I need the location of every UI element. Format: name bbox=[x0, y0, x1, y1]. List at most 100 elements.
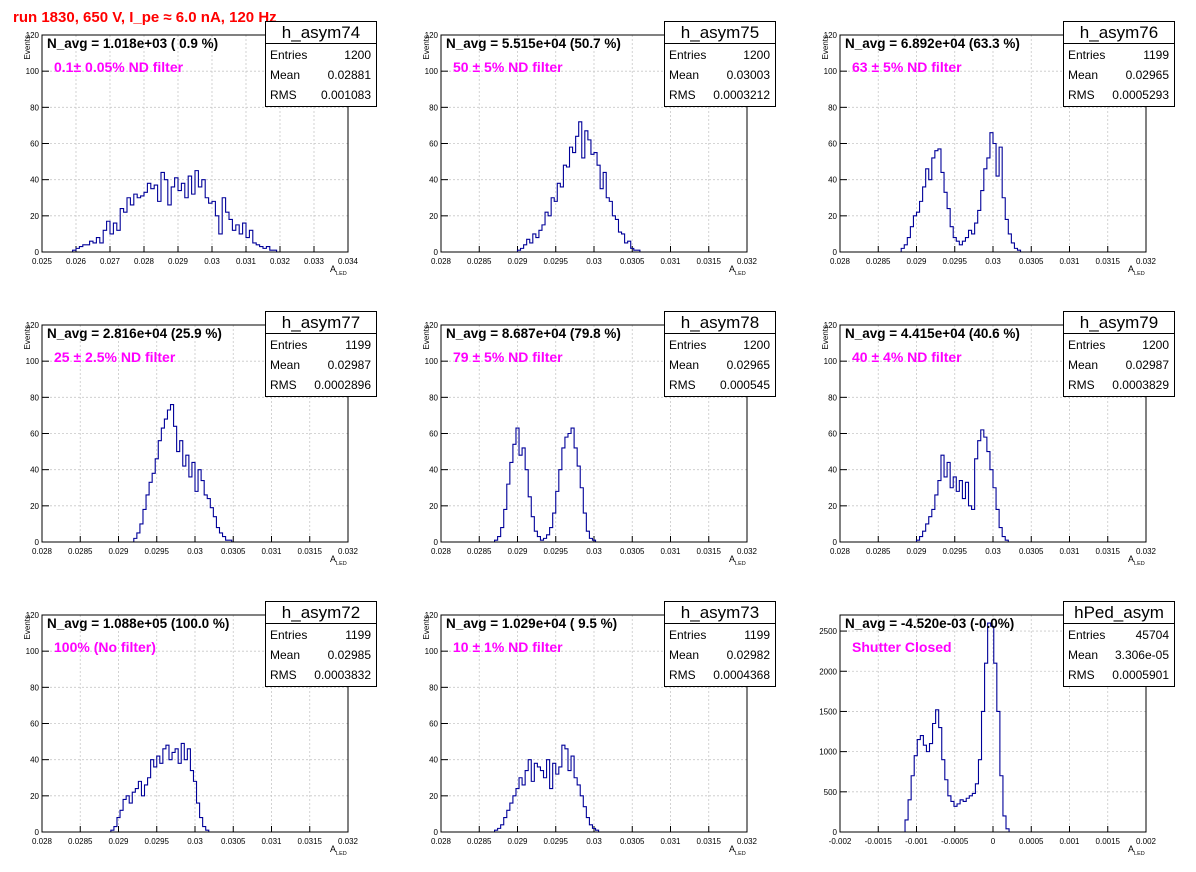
stats-key: Mean bbox=[669, 68, 700, 82]
histogram-bin bbox=[570, 147, 573, 252]
histogram-bin bbox=[929, 517, 932, 542]
histogram-panel-h_asym72: 0.028 0.0285 0.029 0.0295 0.03 0.0305 0.031 0.0… bbox=[0, 601, 377, 857]
histogram-bin bbox=[911, 776, 914, 832]
histogram-bin bbox=[547, 535, 550, 542]
histogram-bin bbox=[932, 158, 935, 252]
y-tick-label: 0 bbox=[35, 538, 40, 547]
histogram-bin bbox=[154, 767, 157, 832]
x-tick-label: 0.0305 bbox=[221, 837, 246, 846]
histogram-bin bbox=[965, 238, 968, 252]
histogram-bin bbox=[951, 801, 954, 832]
x-tick-label: 0.028 bbox=[134, 257, 155, 266]
y-axis-label: Events bbox=[422, 615, 431, 639]
histogram-bin bbox=[993, 144, 996, 253]
y-axis-label: Events bbox=[821, 35, 830, 59]
histogram-bin bbox=[975, 223, 978, 252]
stats-value: 1199 bbox=[345, 338, 371, 352]
histogram-bin bbox=[573, 153, 576, 252]
y-axis-label: Events bbox=[422, 35, 431, 59]
histogram-bin bbox=[167, 410, 170, 542]
histogram-bin bbox=[213, 517, 216, 542]
histogram-bin bbox=[132, 792, 135, 832]
histogram-bin bbox=[266, 247, 269, 252]
histogram-bin bbox=[134, 538, 137, 542]
x-axis-label: ALED bbox=[1128, 264, 1145, 277]
histogram-bin bbox=[107, 221, 110, 252]
y-tick-label: 80 bbox=[828, 393, 837, 402]
stats-value: 1200 bbox=[743, 338, 770, 352]
stats-key: Entries bbox=[1068, 338, 1106, 352]
x-tick-label: -0.0005 bbox=[941, 837, 969, 846]
histogram-bin bbox=[917, 740, 920, 832]
stats-row-mean: Mean 0.02982 bbox=[669, 645, 770, 665]
navg-label: N_avg = -4.520e-03 (-0.0%) bbox=[845, 616, 1015, 631]
y-tick-label: 0 bbox=[833, 828, 838, 837]
histogram-bin bbox=[941, 455, 944, 542]
x-tick-label: 0.03 bbox=[586, 547, 602, 556]
histogram-bin bbox=[76, 248, 79, 252]
stats-key: Mean bbox=[270, 648, 301, 662]
histogram-bin bbox=[193, 781, 196, 832]
histogram-bin bbox=[510, 462, 513, 542]
histogram-bin bbox=[1014, 248, 1017, 252]
y-tick-label: 120 bbox=[425, 321, 439, 330]
histogram-bin bbox=[151, 189, 154, 252]
histogram-bin bbox=[164, 419, 167, 542]
y-tick-label: 100 bbox=[26, 357, 40, 366]
stats-key: RMS bbox=[669, 668, 696, 682]
histogram-bin bbox=[559, 470, 562, 542]
histogram-bin bbox=[263, 248, 266, 252]
histogram-bin bbox=[544, 778, 547, 832]
histogram-bin bbox=[166, 745, 169, 832]
stats-row-entries: Entries 45704 bbox=[1068, 625, 1169, 645]
x-tick-label: 0 bbox=[991, 837, 996, 846]
x-tick-label: 0.028 bbox=[830, 257, 851, 266]
histogram-bin bbox=[216, 528, 219, 542]
stats-key: RMS bbox=[669, 88, 696, 102]
stats-value: 0.0002896 bbox=[314, 378, 371, 392]
histogram-bin bbox=[557, 183, 560, 252]
x-tick-label: 0.032 bbox=[1136, 547, 1157, 556]
filter-note: 10 ± 1% ND filter bbox=[453, 639, 563, 655]
histogram-bin bbox=[565, 437, 568, 542]
stats-key: Entries bbox=[270, 338, 308, 352]
histogram-bin bbox=[146, 495, 149, 542]
histogram-bin bbox=[583, 807, 586, 832]
histogram-bin bbox=[204, 495, 207, 542]
histogram-bin bbox=[130, 205, 133, 252]
histogram-series bbox=[494, 744, 600, 832]
y-tick-label: 1000 bbox=[819, 748, 837, 757]
histogram-bin bbox=[618, 232, 621, 252]
histogram-bin bbox=[138, 781, 141, 832]
histogram-bin bbox=[178, 191, 181, 252]
histogram-bin bbox=[149, 482, 152, 542]
histogram-bin bbox=[580, 796, 583, 832]
histogram-bin bbox=[932, 509, 935, 542]
histogram-bin bbox=[229, 219, 232, 252]
x-tick-label: -0.002 bbox=[829, 837, 852, 846]
histogram-bin bbox=[189, 477, 192, 542]
histogram-bin bbox=[962, 241, 965, 252]
histogram-bin bbox=[589, 538, 592, 542]
stats-row-rms: RMS 0.000545 bbox=[669, 375, 770, 395]
navg-label: N_avg = 1.018e+03 ( 0.9 %) bbox=[47, 36, 219, 51]
x-tick-label: 0.031 bbox=[261, 547, 282, 556]
x-tick-label: -0.0015 bbox=[865, 837, 893, 846]
y-tick-label: 2500 bbox=[819, 627, 837, 636]
navg-label: N_avg = 1.029e+04 ( 9.5 %) bbox=[446, 616, 618, 631]
histogram-bin bbox=[577, 466, 580, 542]
histogram-bin bbox=[548, 216, 551, 252]
histogram-bin bbox=[1002, 198, 1005, 252]
histogram-bin bbox=[997, 711, 1000, 832]
x-tick-label: 0.029 bbox=[108, 547, 129, 556]
x-axis-label: ALED bbox=[729, 554, 746, 567]
x-tick-label: 0.028 bbox=[32, 837, 53, 846]
y-tick-label: 120 bbox=[26, 321, 40, 330]
stats-row-mean: Mean 0.02987 bbox=[270, 355, 371, 375]
histogram-bin bbox=[531, 517, 534, 542]
stats-row-entries: Entries 1200 bbox=[270, 45, 371, 65]
histogram-bin bbox=[553, 513, 556, 542]
stats-value: 3.306e-05 bbox=[1114, 648, 1169, 662]
histogram-bin bbox=[215, 216, 218, 252]
histogram-series bbox=[494, 427, 597, 542]
